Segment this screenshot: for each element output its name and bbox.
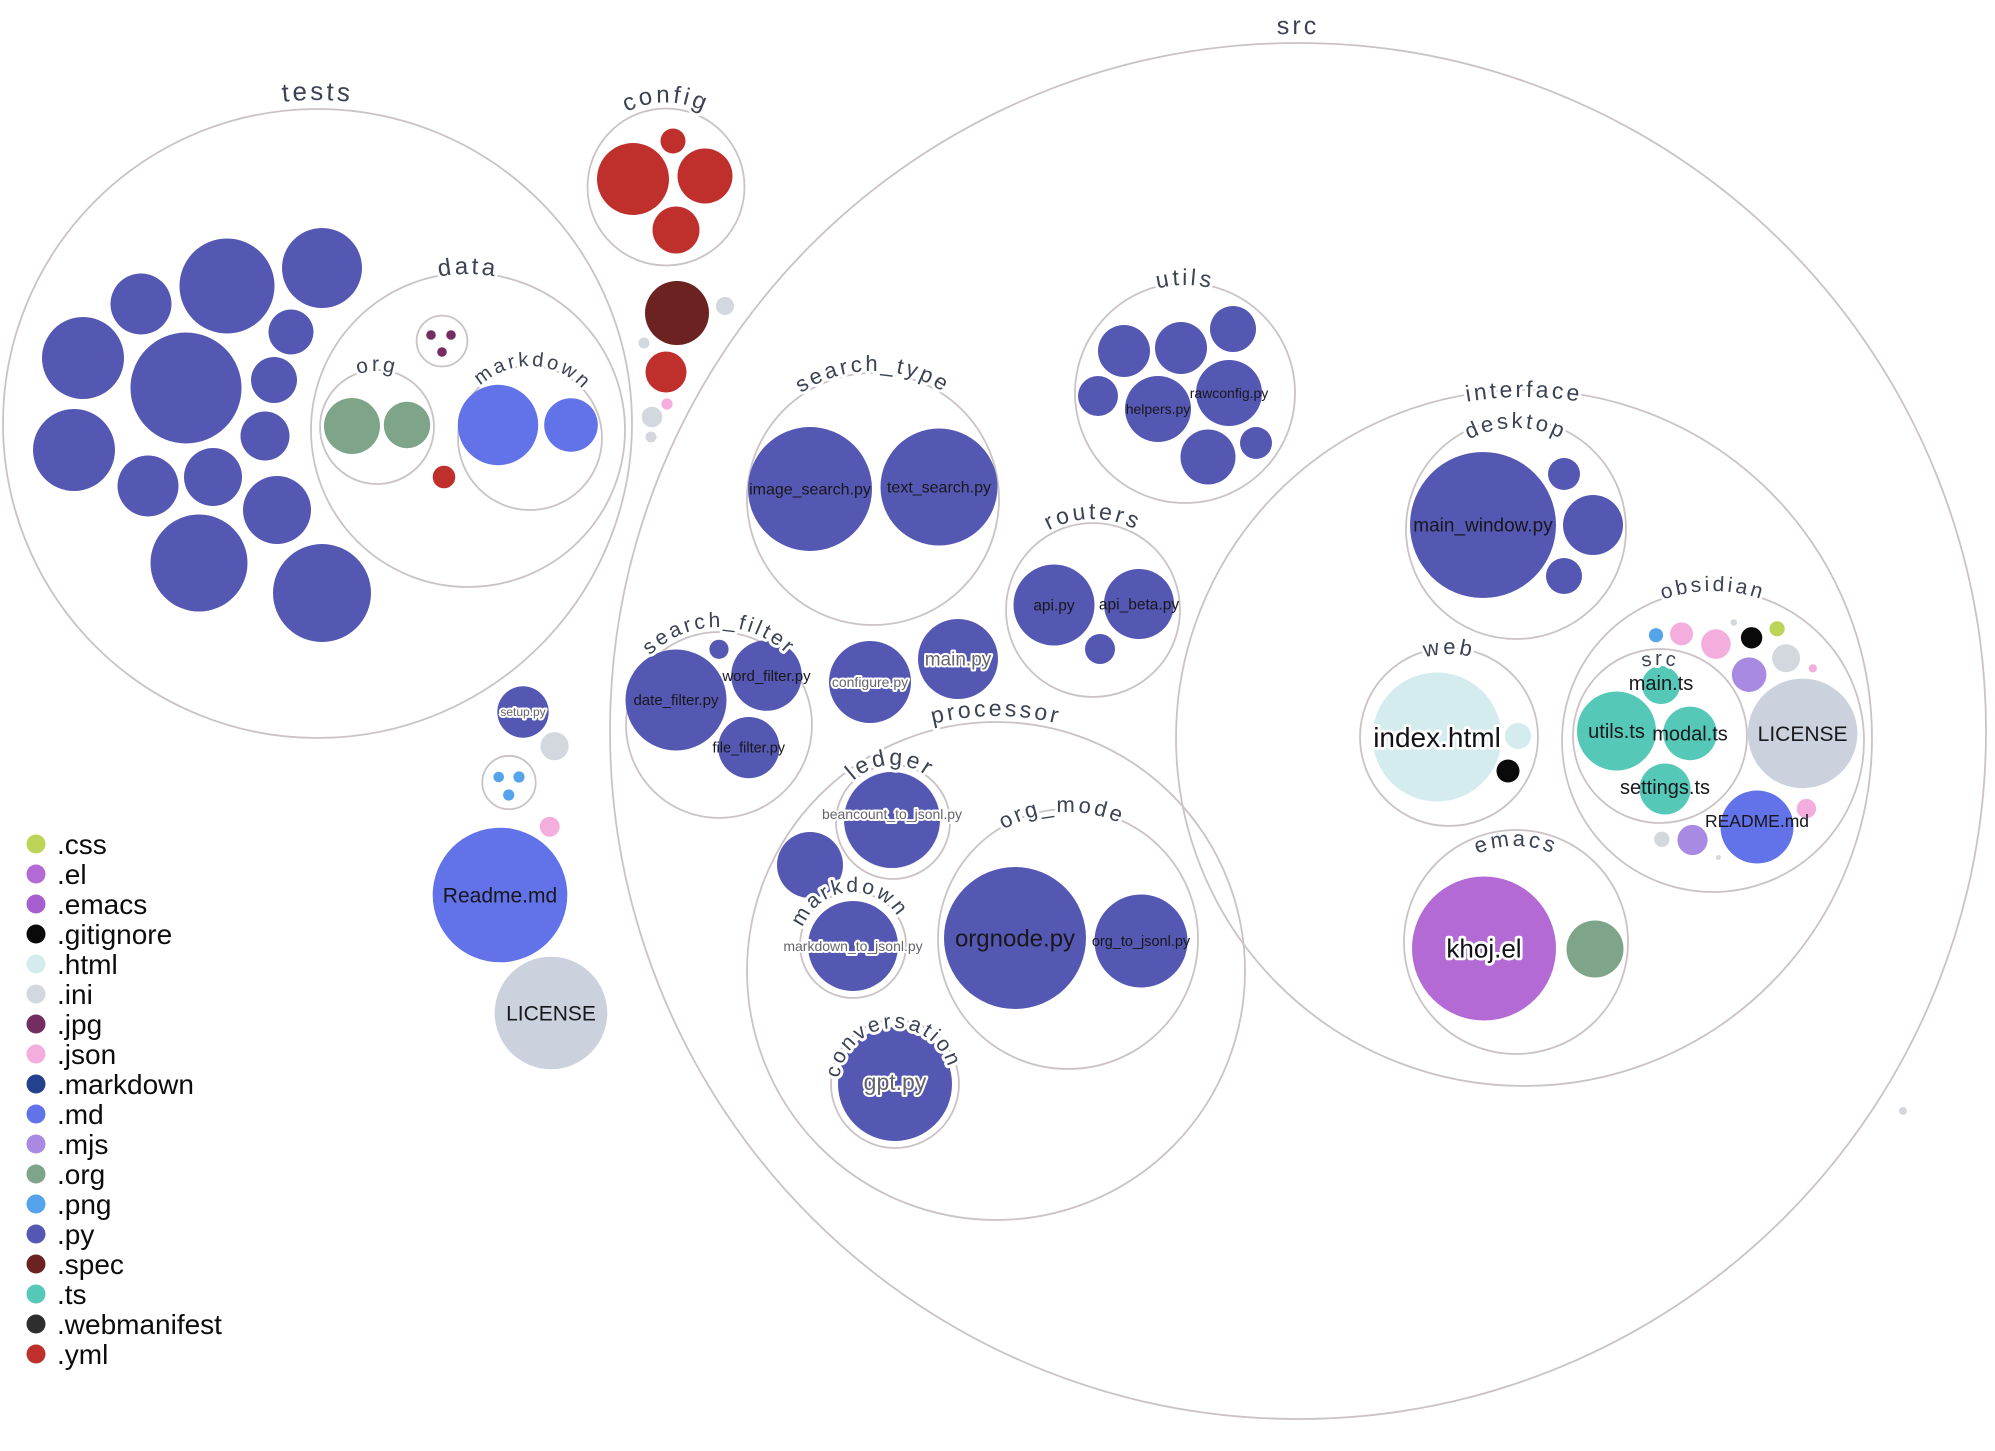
- svg-text:.webmanifest: .webmanifest: [57, 1309, 222, 1340]
- svg-text:Readme.md: Readme.md: [443, 884, 557, 907]
- svg-text:.el: .el: [57, 859, 87, 890]
- svg-text:data: data: [436, 253, 500, 283]
- svg-text:.emacs: .emacs: [57, 889, 147, 920]
- svg-text:.ini: .ini: [57, 979, 93, 1010]
- svg-text:markdown_to_jsonl.py: markdown_to_jsonl.py: [783, 938, 922, 954]
- svg-text:modal.ts: modal.ts: [1652, 723, 1728, 745]
- svg-text:utils: utils: [1153, 264, 1216, 293]
- svg-text:src: src: [1640, 648, 1681, 672]
- svg-text:.html: .html: [57, 949, 118, 980]
- svg-text:rawconfig.py: rawconfig.py: [1190, 385, 1269, 401]
- svg-text:web: web: [1420, 634, 1478, 662]
- svg-text:main_window.py: main_window.py: [1413, 516, 1553, 537]
- svg-text:.py: .py: [57, 1219, 94, 1250]
- svg-text:org: org: [354, 353, 401, 379]
- svg-text:orgnode.py: orgnode.py: [955, 925, 1075, 952]
- svg-text:file_filter.py: file_filter.py: [713, 741, 786, 757]
- svg-text:gpt.py: gpt.py: [864, 1069, 927, 1095]
- svg-text:.png: .png: [57, 1189, 112, 1220]
- svg-text:.json: .json: [57, 1039, 116, 1070]
- svg-text:index.html: index.html: [1373, 722, 1501, 753]
- svg-text:beancount_to_jsonl.py: beancount_to_jsonl.py: [822, 806, 962, 822]
- svg-text:.gitignore: .gitignore: [57, 919, 172, 950]
- svg-text:README.md: README.md: [1705, 811, 1809, 831]
- svg-text:image_search.py: image_search.py: [749, 482, 871, 499]
- svg-text:configure.py: configure.py: [832, 674, 908, 690]
- svg-text:setup.py: setup.py: [500, 705, 545, 719]
- svg-text:settings.ts: settings.ts: [1620, 777, 1710, 799]
- svg-text:.org: .org: [57, 1159, 105, 1190]
- svg-text:.jpg: .jpg: [57, 1009, 102, 1040]
- svg-text:.md: .md: [57, 1099, 104, 1130]
- svg-text:org_to_jsonl.py: org_to_jsonl.py: [1092, 934, 1191, 950]
- svg-text:.markdown: .markdown: [57, 1069, 194, 1100]
- svg-text:main.ts: main.ts: [1629, 673, 1693, 695]
- svg-text:.mjs: .mjs: [57, 1129, 108, 1160]
- svg-text:api_beta.py: api_beta.py: [1099, 596, 1179, 613]
- svg-text:src: src: [1276, 12, 1319, 40]
- svg-text:.css: .css: [57, 829, 107, 860]
- svg-text:text_search.py: text_search.py: [887, 480, 991, 497]
- svg-text:.ts: .ts: [57, 1279, 87, 1310]
- svg-text:.yml: .yml: [57, 1339, 108, 1370]
- svg-text:date_filter.py: date_filter.py: [633, 692, 719, 709]
- svg-text:utils.ts: utils.ts: [1588, 721, 1645, 743]
- svg-text:LICENSE: LICENSE: [506, 1002, 596, 1025]
- svg-text:helpers.py: helpers.py: [1126, 401, 1191, 417]
- svg-text:api.py: api.py: [1033, 597, 1075, 614]
- svg-text:khoj.el: khoj.el: [1446, 934, 1521, 964]
- svg-text:.spec: .spec: [57, 1249, 124, 1280]
- svg-text:word_filter.py: word_filter.py: [721, 668, 811, 685]
- svg-text:LICENSE: LICENSE: [1758, 723, 1848, 746]
- svg-text:main.py: main.py: [925, 650, 992, 671]
